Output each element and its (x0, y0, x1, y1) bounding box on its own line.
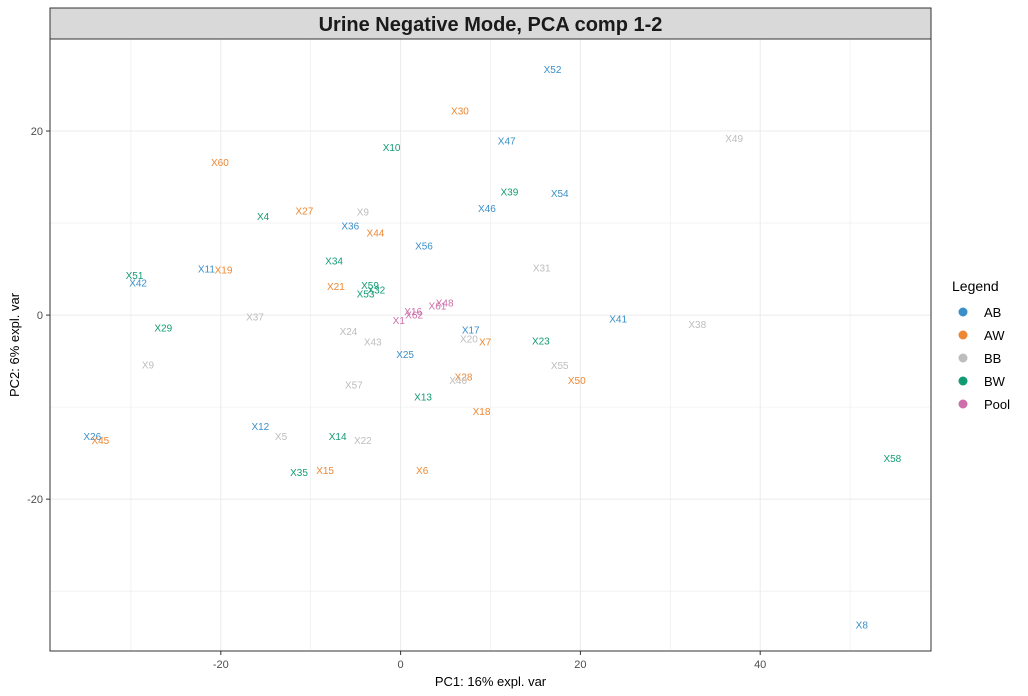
legend-label-ab: AB (984, 305, 1001, 320)
chart-title: Urine Negative Mode, PCA comp 1-2 (319, 14, 663, 36)
y-tick-label: 0 (37, 310, 43, 322)
point-label-x34: X34 (325, 256, 343, 267)
axis-ticks: -20 0 20 40 -20 0 20 (27, 126, 766, 671)
point-label-x17: X17 (462, 325, 480, 336)
point-label-x28: X28 (455, 372, 473, 383)
y-tick-label: 20 (31, 126, 43, 138)
point-label-x50: X50 (568, 376, 586, 387)
point-label-x47: X47 (498, 137, 516, 148)
point-label-x15: X15 (316, 466, 334, 477)
point-label-x43: X43 (364, 337, 382, 348)
point-label-x49: X49 (725, 134, 743, 145)
legend-key-bb (958, 353, 968, 363)
point-label-x20: X20 (460, 335, 478, 346)
point-label-x13: X13 (414, 392, 432, 403)
point-label-x8: X8 (856, 621, 869, 632)
point-label-x30: X30 (451, 106, 469, 117)
x-tick-label: -20 (213, 659, 229, 671)
point-label-x59: X59 (361, 281, 379, 292)
point-label-x38: X38 (688, 320, 706, 331)
point-label-x29: X29 (154, 323, 172, 334)
point-label-x53: X53 (357, 289, 375, 300)
point-label-x62: X62 (405, 311, 423, 322)
point-label-x14: X14 (329, 432, 347, 443)
point-label-x21: X21 (327, 282, 345, 293)
point-label-x32: X32 (367, 286, 385, 297)
point-label-x45: X45 (91, 436, 109, 447)
point-label-x54: X54 (551, 189, 569, 200)
point-label-x5: X5 (275, 432, 288, 443)
point-label-x35: X35 (290, 468, 308, 479)
point-label-x55: X55 (551, 361, 569, 372)
x-tick-label: 20 (574, 659, 586, 671)
point-label-x16: X16 (404, 307, 422, 318)
legend-key-bw (958, 376, 968, 386)
point-label-x51: X51 (126, 271, 144, 282)
point-label-x10: X10 (383, 143, 401, 154)
point-label-x23: X23 (532, 336, 550, 347)
point-label-x25: X25 (396, 350, 414, 361)
point-label-x52: X52 (544, 65, 562, 76)
point-label-x19: X19 (215, 265, 233, 276)
point-label-x9: X9 (142, 360, 155, 371)
legend: Legend AB AW BB BW Pool (952, 278, 1010, 412)
data-points: X52X47X54X46X36X56X11X42X41X17X25X12X26X… (83, 65, 901, 632)
gridlines (50, 38, 931, 651)
y-tick-label: -20 (27, 494, 43, 506)
point-label-x42: X42 (129, 278, 147, 289)
y-axis-title: PC2: 6% expl. var (7, 292, 22, 397)
point-label-x24: X24 (340, 327, 358, 338)
point-label-x44: X44 (367, 229, 385, 240)
legend-key-ab (958, 307, 968, 317)
point-label-x58: X58 (883, 454, 901, 465)
point-label-x37: X37 (246, 312, 264, 323)
x-tick-label: 0 (398, 659, 404, 671)
x-axis-title: PC1: 16% expl. var (435, 674, 547, 689)
point-label-x57: X57 (345, 381, 363, 392)
point-label-x22: X22 (354, 436, 372, 447)
point-label-x39: X39 (500, 187, 518, 198)
point-label-x48: X48 (436, 299, 454, 310)
x-tick-label: 40 (754, 659, 766, 671)
legend-label-bw: BW (984, 374, 1006, 389)
point-label-x18: X18 (473, 407, 491, 418)
title-strip (49, 7, 932, 40)
legend-key-pool (958, 399, 968, 409)
point-label-x26: X26 (83, 432, 101, 443)
point-label-x6: X6 (416, 466, 429, 477)
point-label-x12: X12 (251, 422, 269, 433)
point-label-x1: X1 (393, 316, 406, 327)
legend-label-pool: Pool (984, 397, 1010, 412)
point-label-x11: X11 (198, 265, 215, 276)
legend-title: Legend (952, 278, 999, 294)
legend-label-aw: AW (984, 328, 1005, 343)
point-label-x31: X31 (533, 264, 551, 275)
point-label-x46: X46 (478, 204, 496, 215)
plot-panel-border (49, 38, 932, 652)
point-label-x41: X41 (609, 314, 627, 325)
point-label-x7: X7 (479, 337, 492, 348)
legend-label-bb: BB (984, 351, 1001, 366)
point-label-x9: X9 (357, 208, 370, 219)
point-label-x61: X61 (429, 301, 447, 312)
point-label-x36: X36 (341, 221, 359, 232)
point-label-x40: X40 (449, 376, 467, 387)
point-label-x56: X56 (415, 242, 433, 253)
point-label-x4: X4 (257, 212, 270, 223)
point-label-x27: X27 (296, 207, 314, 218)
legend-key-aw (958, 330, 968, 340)
point-label-x60: X60 (211, 158, 229, 169)
